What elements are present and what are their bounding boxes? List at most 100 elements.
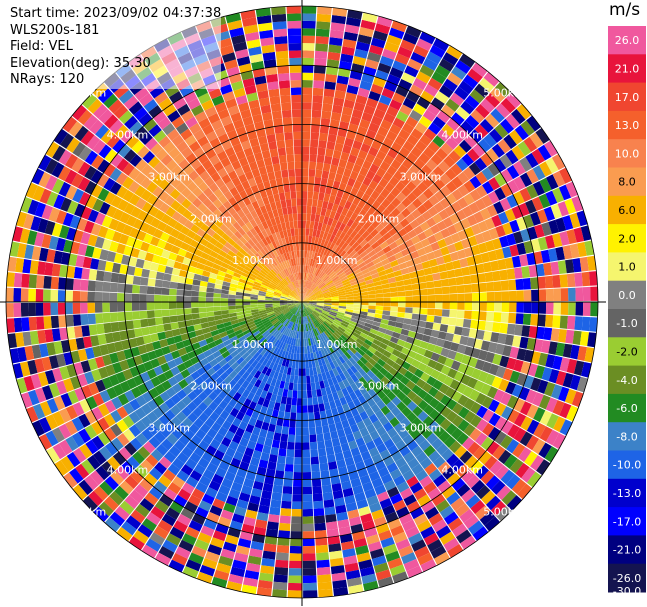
ppi-gate [248,194,257,204]
ppi-gate [311,285,318,292]
ppi-gate [371,200,381,210]
ppi-gate [254,442,264,453]
ppi-gate [552,171,566,187]
ppi-gate [566,358,578,374]
ppi-gate [385,550,401,563]
ppi-gate [236,251,245,259]
ppi-gate [552,233,563,248]
ppi-gate [493,389,505,403]
ppi-gate [257,324,265,331]
ppi-gate [72,402,85,417]
ppi-gate [463,247,474,258]
ppi-gate [305,360,309,369]
ppi-gate [196,334,206,342]
ppi-gate [200,423,211,434]
ppi-gate [177,215,188,226]
ppi-gate [410,374,420,385]
ppi-gate [81,459,95,475]
ppi-gate [353,304,362,308]
ppi-gate [129,121,143,135]
ppi-gate [249,227,258,237]
ppi-gate [87,98,103,114]
ppi-gate [166,533,182,546]
ppi-gate [132,276,142,285]
ppi-gate [291,397,297,406]
ppi-gate [281,358,287,367]
ppi-gate [249,53,263,64]
ppi-gate [311,321,316,329]
ppi-gate [245,318,254,324]
ppi-gate [443,78,458,92]
ppi-gate [471,283,480,293]
ppi-gate [399,513,413,525]
ppi-gate [116,158,129,172]
ppi-gate [403,494,417,506]
ppi-gate [278,254,284,263]
colorbar-unit: m/s [609,0,641,20]
ppi-gate [161,287,170,295]
ppi-gate [392,60,407,72]
ppi-gate [266,274,274,281]
ppi-gate [440,394,451,406]
ppi-gate [280,162,288,171]
ppi-gate [375,569,392,581]
ppi-gate [272,224,279,233]
ppi-gate [241,180,251,190]
ppi-gate [459,509,475,523]
ppi-gate [399,218,410,228]
ppi-gate [469,89,485,104]
ppi-gate [513,160,526,176]
ppi-gate [82,495,98,512]
ppi-gate [280,281,287,288]
ppi-gate [175,193,187,205]
ppi-gate [353,292,361,297]
ppi-gate [484,321,494,332]
ppi-gate [419,254,429,263]
ppi-gate [236,332,245,339]
ppi-gate [389,67,404,79]
ppi-gate [289,419,296,428]
ppi-gate [296,346,300,354]
ppi-gate [516,242,527,255]
ppi-gate [357,87,370,98]
ppi-gate [356,404,365,414]
ppi-gate [309,266,314,274]
ppi-gate [311,109,322,118]
ppi-gate [353,414,363,424]
ppi-gate [399,175,411,187]
ppi-gate [77,161,91,177]
ppi-gate [15,257,25,273]
ppi-gate [196,571,213,584]
ppi-gate [457,184,470,197]
ppi-gate [523,240,534,254]
ppi-gate [126,357,137,369]
ppi-gate [298,302,302,309]
ppi-gate [306,290,312,297]
ppi-gate [279,282,286,288]
ppi-gate [170,416,182,428]
ppi-gate [104,476,119,491]
ppi-gate [308,412,315,421]
ppi-gate [519,172,533,187]
ppi-gate [427,77,443,91]
ppi-gate [247,555,262,566]
ppi-gate [319,410,327,419]
ppi-gate [254,121,265,131]
ppi-gate [186,192,197,203]
ppi-gate [473,380,485,393]
ppi-gate [305,228,310,236]
ppi-gate [347,577,362,587]
ppi-gate [50,289,59,302]
ppi-gate [187,350,197,360]
ppi-gate [81,385,93,399]
ppi-gate [162,469,176,482]
ppi-gate [435,91,450,104]
ppi-gate [354,244,363,253]
ppi-gate [427,359,438,369]
ppi-gate [322,340,328,349]
ppi-gate [270,499,282,509]
ppi-gate [44,220,56,235]
ppi-gate [238,63,252,74]
ppi-gate [258,214,266,223]
